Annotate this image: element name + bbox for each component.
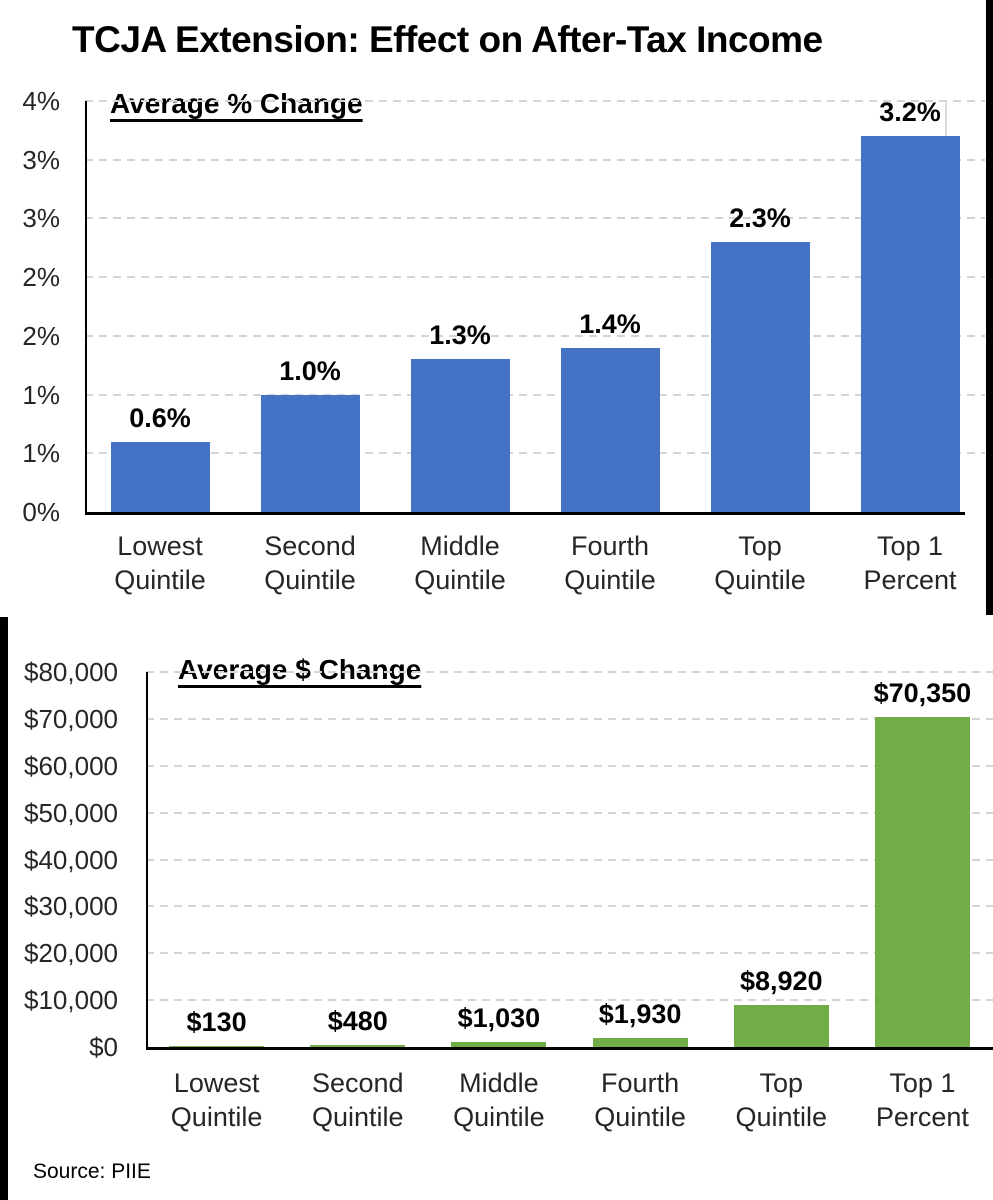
bar-value-label: 0.6% xyxy=(129,403,191,433)
gridline xyxy=(146,717,993,720)
gridline xyxy=(85,217,985,220)
gridline xyxy=(85,276,985,279)
bar-value-label: 1.3% xyxy=(429,320,491,350)
y-tick-label: $80,000 xyxy=(24,657,118,687)
page-title: TCJA Extension: Effect on After-Tax Inco… xyxy=(72,19,823,60)
x-axis-line xyxy=(146,1047,993,1050)
bar-value-label: $1,930 xyxy=(598,999,682,1029)
bar xyxy=(310,1045,406,1047)
y-tick-label: $20,000 xyxy=(24,938,118,969)
bar xyxy=(592,1038,688,1047)
bar-value-label: $480 xyxy=(327,1006,388,1036)
source-note: Source: PIIE xyxy=(33,1160,151,1183)
gridline xyxy=(85,452,985,455)
x-category-label: Top 1 Percent xyxy=(863,531,957,595)
y-tick-label: 0% xyxy=(22,497,60,527)
x-category-label: Lowest Quintile xyxy=(114,531,206,595)
bar-value-label: 1.4% xyxy=(579,309,641,339)
bar-value-label: 3.2% xyxy=(879,97,941,127)
y-tick-label: 4% xyxy=(22,86,60,116)
gridline xyxy=(146,764,993,767)
x-category-label: Second Quintile xyxy=(264,531,356,595)
y-tick-label: 1% xyxy=(22,438,60,469)
bar-value-label: $130 xyxy=(186,1007,247,1037)
gridline xyxy=(85,393,985,396)
y-tick-label: 3% xyxy=(22,203,60,234)
gridline xyxy=(146,858,993,861)
bar-value-label: $70,350 xyxy=(873,678,972,708)
chart-dollar-subtitle: Average $ Change xyxy=(178,654,422,685)
y-tick-label: $50,000 xyxy=(24,797,118,828)
bar xyxy=(560,348,660,512)
y-tick-label: 3% xyxy=(22,144,60,175)
x-category-label: Top 1 Percent xyxy=(875,1068,969,1132)
bar xyxy=(169,1046,265,1047)
x-category-label: Middle Quintile xyxy=(453,1068,545,1132)
bottom-panel-left-border xyxy=(0,617,8,1200)
bar xyxy=(860,136,960,512)
x-category-label: Middle Quintile xyxy=(414,531,506,595)
top-panel-right-border xyxy=(986,0,993,615)
y-tick-label: $30,000 xyxy=(24,891,118,922)
gridline xyxy=(85,158,985,161)
bar xyxy=(260,395,360,512)
y-tick-label: $60,000 xyxy=(24,750,118,781)
x-category-label: Fourth Quintile xyxy=(594,1068,686,1132)
bar-value-label: $8,920 xyxy=(739,966,823,996)
bar-value-label: $1,030 xyxy=(457,1003,541,1033)
bar xyxy=(110,442,210,512)
gridline xyxy=(146,671,993,673)
x-axis-line xyxy=(85,512,965,515)
gridline xyxy=(146,905,993,908)
bar xyxy=(733,1005,829,1047)
y-tick-label: $70,000 xyxy=(24,703,118,734)
x-category-label: Top Quintile xyxy=(714,531,806,595)
bar xyxy=(710,242,810,512)
y-tick-label: 2% xyxy=(22,320,60,351)
gridline xyxy=(146,952,993,955)
y-axis-line xyxy=(85,101,87,515)
x-category-label: Lowest Quintile xyxy=(170,1068,263,1132)
y-tick-label: $0 xyxy=(89,1032,118,1062)
gridline xyxy=(146,811,993,814)
x-category-label: Top Quintile xyxy=(735,1068,828,1132)
gridline xyxy=(85,334,985,337)
y-tick-label: 1% xyxy=(22,379,60,410)
gridline xyxy=(85,100,985,102)
x-category-label: Second Quintile xyxy=(311,1068,404,1132)
bar-value-label: 1.0% xyxy=(279,356,341,386)
bar-value-label: 2.3% xyxy=(729,203,791,233)
bar xyxy=(874,717,970,1047)
y-tick-label: $40,000 xyxy=(24,844,118,875)
y-tick-label: $10,000 xyxy=(24,985,118,1016)
bar xyxy=(451,1042,547,1047)
x-category-label: Fourth Quintile xyxy=(564,531,656,595)
y-axis-line xyxy=(146,672,148,1050)
chart-percent-subtitle: Average % Change xyxy=(110,88,363,119)
gridline xyxy=(146,999,993,1002)
y-tick-label: 2% xyxy=(22,262,60,293)
bar xyxy=(410,359,510,512)
